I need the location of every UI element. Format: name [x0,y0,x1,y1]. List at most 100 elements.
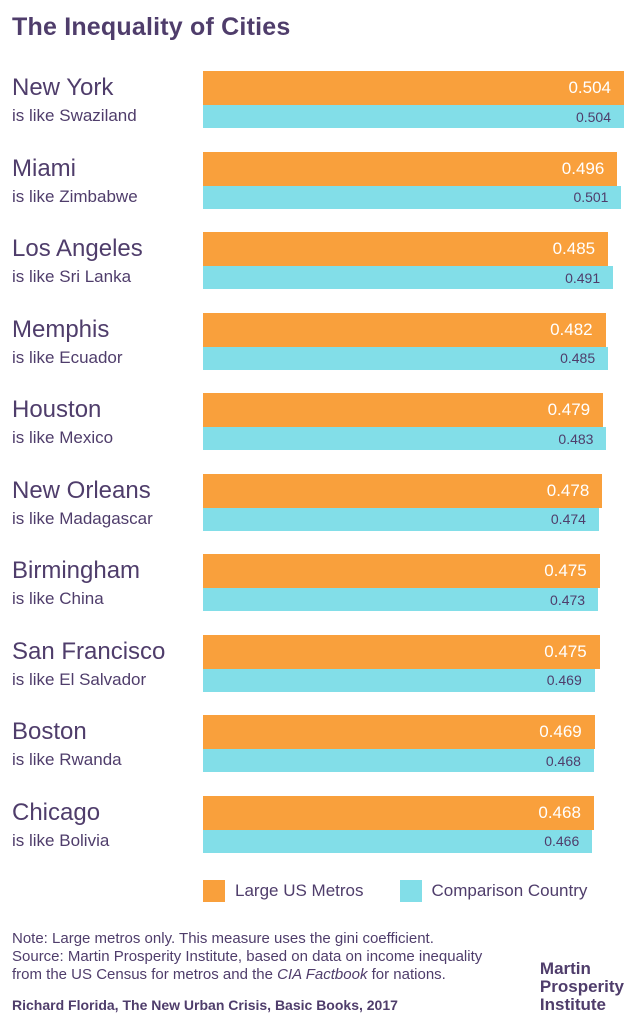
comparison-label: is like Madagascar [12,508,153,528]
source-line-2-pre: from the US Census for metros and the [12,965,278,983]
metro-value: 0.468 [538,802,581,822]
chart-row: Chicago is like Bolivia 0.468 0.466 [0,795,636,853]
chart-row: Memphis is like Ecuador 0.482 0.485 [0,312,636,370]
legend-label-country: Comparison Country [431,880,588,900]
mpi-logo-line-1: Martin [539,958,591,978]
chart-row: Los Angeles is like Sri Lanka 0.485 0.49… [0,232,636,289]
source-line-1: Source: Martin Prosperity Institute, bas… [12,947,483,965]
chart-row: Boston is like Rwanda 0.469 0.468 [0,715,636,772]
comparison-label: is like Mexico [12,428,114,447]
metro-value: 0.504 [568,78,611,97]
city-label: Boston [12,718,87,745]
country-bar: 0.473 [203,588,599,611]
legend-label-metros: Large US Metros [235,880,364,900]
country-value: 0.504 [575,108,611,125]
bar-chart: New York is like Swaziland 0.504 0.504 M… [0,71,636,853]
row-labels: Boston is like Rwanda [0,715,203,772]
country-value: 0.491 [565,269,601,286]
city-label: Memphis [12,315,110,343]
row-labels: Miami is like Zimbabwe [0,152,203,209]
metro-value: 0.475 [544,561,587,580]
row-bars: 0.478 0.474 [203,473,636,531]
row-bars: 0.504 0.504 [203,71,636,128]
chart-row: New York is like Swaziland 0.504 0.504 [0,71,636,128]
comparison-label: is like El Salvador [12,669,147,689]
metro-value: 0.482 [550,319,593,339]
country-value: 0.466 [544,833,580,849]
row-labels: Los Angeles is like Sri Lanka [0,232,203,289]
metro-value: 0.475 [544,641,587,661]
country-bar: 0.466 [203,829,593,853]
metro-value: 0.485 [552,239,596,258]
metro-value: 0.496 [561,158,605,178]
metro-bar: 0.478 [203,473,603,508]
country-value: 0.483 [558,430,594,447]
country-value: 0.474 [550,511,586,527]
row-bars: 0.475 0.473 [203,554,636,611]
attribution-line: Richard Florida, The New Urban Crisis, B… [12,996,398,1013]
comparison-label: is like Zimbabwe [12,186,138,206]
city-label: Los Angeles [12,235,143,262]
city-label: Chicago [12,798,101,826]
country-bar: 0.504 [203,105,624,128]
comparison-label: is like Swaziland [12,106,137,125]
metro-value: 0.478 [546,480,590,500]
country-value: 0.468 [545,752,581,769]
metro-bar: 0.482 [203,312,606,347]
country-value: 0.469 [546,672,582,688]
comparison-label: is like China [12,589,104,608]
row-labels: Houston is like Mexico [0,393,203,450]
mpi-logo-line-2: Prosperity [539,976,624,996]
country-bar: 0.483 [203,427,607,450]
comparison-label: is like Rwanda [12,750,122,769]
city-label: New York [12,74,114,101]
city-label: San Francisco [12,637,166,665]
row-bars: 0.496 0.501 [203,151,636,209]
country-value: 0.473 [550,591,586,608]
country-bar: 0.501 [203,185,622,209]
metro-bar: 0.469 [203,715,595,749]
legend-item-country: Comparison Country [399,879,588,902]
metro-value: 0.469 [539,722,582,741]
source-line-2: from the US Census for metros and the CI… [12,966,482,984]
row-bars: 0.479 0.483 [203,393,636,450]
metro-bar: 0.479 [203,393,604,427]
city-label: Houston [12,396,102,423]
row-labels: Chicago is like Bolivia [0,796,203,853]
metro-bar: 0.468 [203,795,594,830]
metro-value: 0.479 [547,400,591,419]
city-label: Miami [12,154,76,182]
row-bars: 0.482 0.485 [203,312,636,370]
source-line-2-post: for nations. [367,965,446,983]
row-bars: 0.475 0.469 [203,634,636,692]
country-bar: 0.468 [203,749,594,772]
comparison-label: is like Bolivia [12,830,110,850]
row-labels: San Francisco is like El Salvador [0,635,203,692]
metro-bar: 0.475 [203,634,600,669]
metro-bar: 0.485 [203,232,609,266]
chart-row: San Francisco is like El Salvador 0.475 … [0,634,636,692]
note-line: Note: Large metros only. This measure us… [12,929,434,947]
legend: Large US Metros Comparison Country [203,879,636,902]
footer: Note: Large metros only. This measure us… [0,930,636,1014]
chart-row: Birmingham is like China 0.475 0.473 [0,554,636,611]
mpi-logo-line-3: Institute [539,994,607,1014]
row-labels: Memphis is like Ecuador [0,313,203,370]
metro-bar: 0.475 [203,554,600,588]
row-bars: 0.485 0.491 [203,232,636,289]
country-bar: 0.491 [203,266,614,289]
metro-bar: 0.496 [203,151,618,186]
country-value: 0.485 [560,350,596,366]
chart-row: Miami is like Zimbabwe 0.496 0.501 [0,151,636,209]
legend-item-metros: Large US Metros [203,879,364,902]
city-label: New Orleans [12,476,151,504]
country-bar: 0.469 [203,668,595,692]
row-labels: New Orleans is like Madagascar [0,474,203,531]
mpi-logo: Martin Prosperity Institute [539,958,626,1014]
row-bars: 0.469 0.468 [203,715,636,772]
source-line-2-italic: CIA Factbook [277,965,368,983]
metro-bar: 0.504 [203,71,624,105]
chart-row: New Orleans is like Madagascar 0.478 0.4… [0,473,636,531]
legend-swatch-country [399,879,422,902]
country-bar: 0.474 [203,507,599,531]
